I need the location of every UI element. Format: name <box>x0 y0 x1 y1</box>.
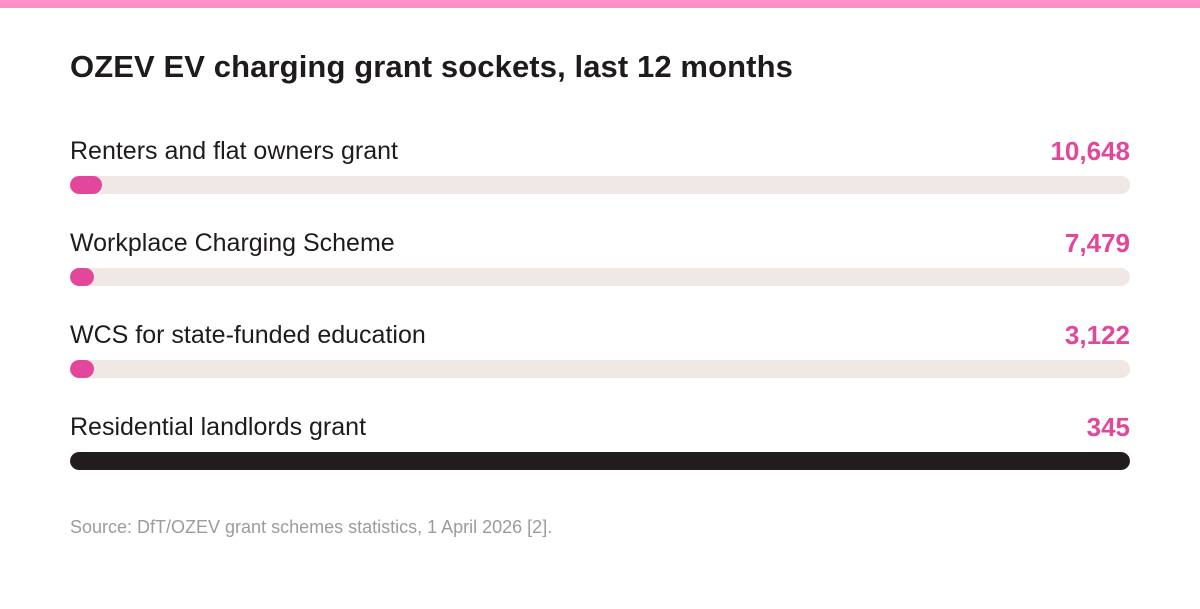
bar-value-label: 7,479 <box>1064 228 1130 258</box>
bar-value-label: 345 <box>1086 412 1130 442</box>
top-accent-rule <box>0 0 1200 8</box>
bar-row: WCS for state-funded education 3,122 <box>70 314 1130 378</box>
bar-category-label: Renters and flat owners grant <box>70 137 398 165</box>
bar-value-label: 10,648 <box>1050 136 1130 166</box>
source-note: Source: DfT/OZEV grant schemes statistic… <box>70 517 553 537</box>
bar-fill <box>70 360 95 378</box>
bar-track <box>70 452 1130 470</box>
bar-fill <box>70 452 1130 470</box>
bar-category-label: Residential landlords grant <box>70 413 367 441</box>
bar-fill <box>70 176 102 194</box>
bar-value-label: 3,122 <box>1064 320 1130 350</box>
bar-track <box>70 268 1130 286</box>
bar-row: Residential landlords grant 345 <box>70 406 1130 470</box>
bar-row: Renters and flat owners grant 10,648 <box>70 130 1130 194</box>
bar-track <box>70 360 1130 378</box>
bar-category-label: WCS for state-funded education <box>70 321 426 349</box>
bar-track <box>70 176 1130 194</box>
bar-row: Workplace Charging Scheme 7,479 <box>70 222 1130 286</box>
bar-category-label: Workplace Charging Scheme <box>70 229 395 257</box>
bar-fill <box>70 268 95 286</box>
chart-title: OZEV EV charging grant sockets, last 12 … <box>70 49 793 84</box>
